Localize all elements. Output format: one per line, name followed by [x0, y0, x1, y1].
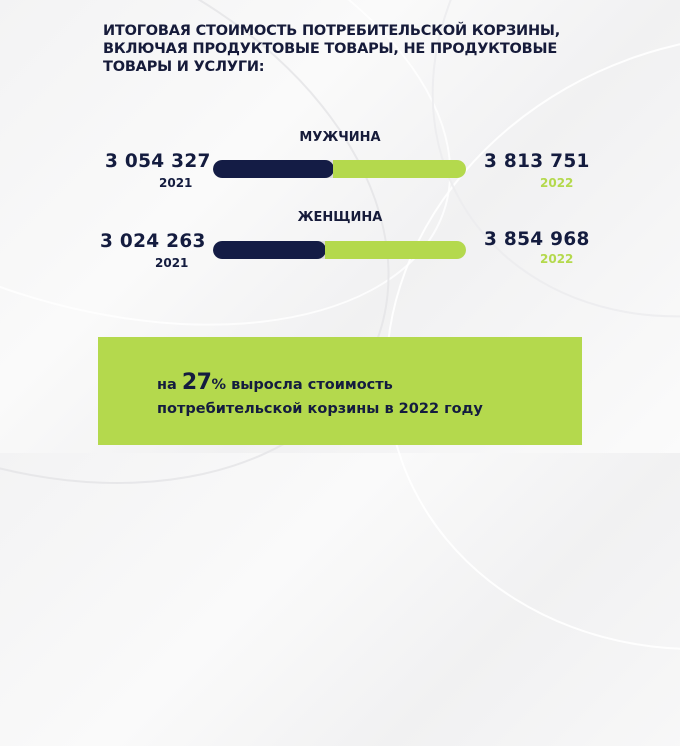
male-year-2022: 2022 [540, 176, 574, 190]
callout-percent-number: 27 [181, 370, 212, 395]
callout-line2: потребительской корзины в 2022 году [157, 401, 483, 417]
male-bar-2022-segment [333, 160, 466, 178]
female-bar [213, 241, 466, 259]
callout-line1-rest: выросла стоимость [226, 377, 393, 393]
female-year-2022: 2022 [540, 252, 574, 266]
male-value-2022: 3 813 751 [484, 151, 590, 172]
female-bar-2022-segment [325, 241, 466, 259]
male-value-2021: 3 054 327 [105, 151, 211, 172]
male-bar [213, 160, 466, 178]
callout-percent-sign: % [211, 377, 227, 393]
callout-prefix: на [157, 377, 182, 393]
callout-text: на 27% выросла стоимость потребительской… [157, 371, 483, 421]
female-value-2022: 3 854 968 [484, 229, 590, 250]
female-year-2021: 2021 [155, 256, 189, 270]
row-label-female: ЖЕНЩИНА [297, 210, 383, 225]
female-bar-2021-segment [213, 241, 326, 259]
male-bar-2021-segment [213, 160, 334, 178]
female-value-2021: 3 024 263 [100, 231, 206, 252]
row-label-male: МУЖЧИНА [299, 130, 381, 145]
chart-title: Итоговая стоимость потребительской корзи… [103, 23, 561, 75]
callout-box: на 27% выросла стоимость потребительской… [98, 337, 582, 445]
male-year-2021: 2021 [159, 176, 193, 190]
